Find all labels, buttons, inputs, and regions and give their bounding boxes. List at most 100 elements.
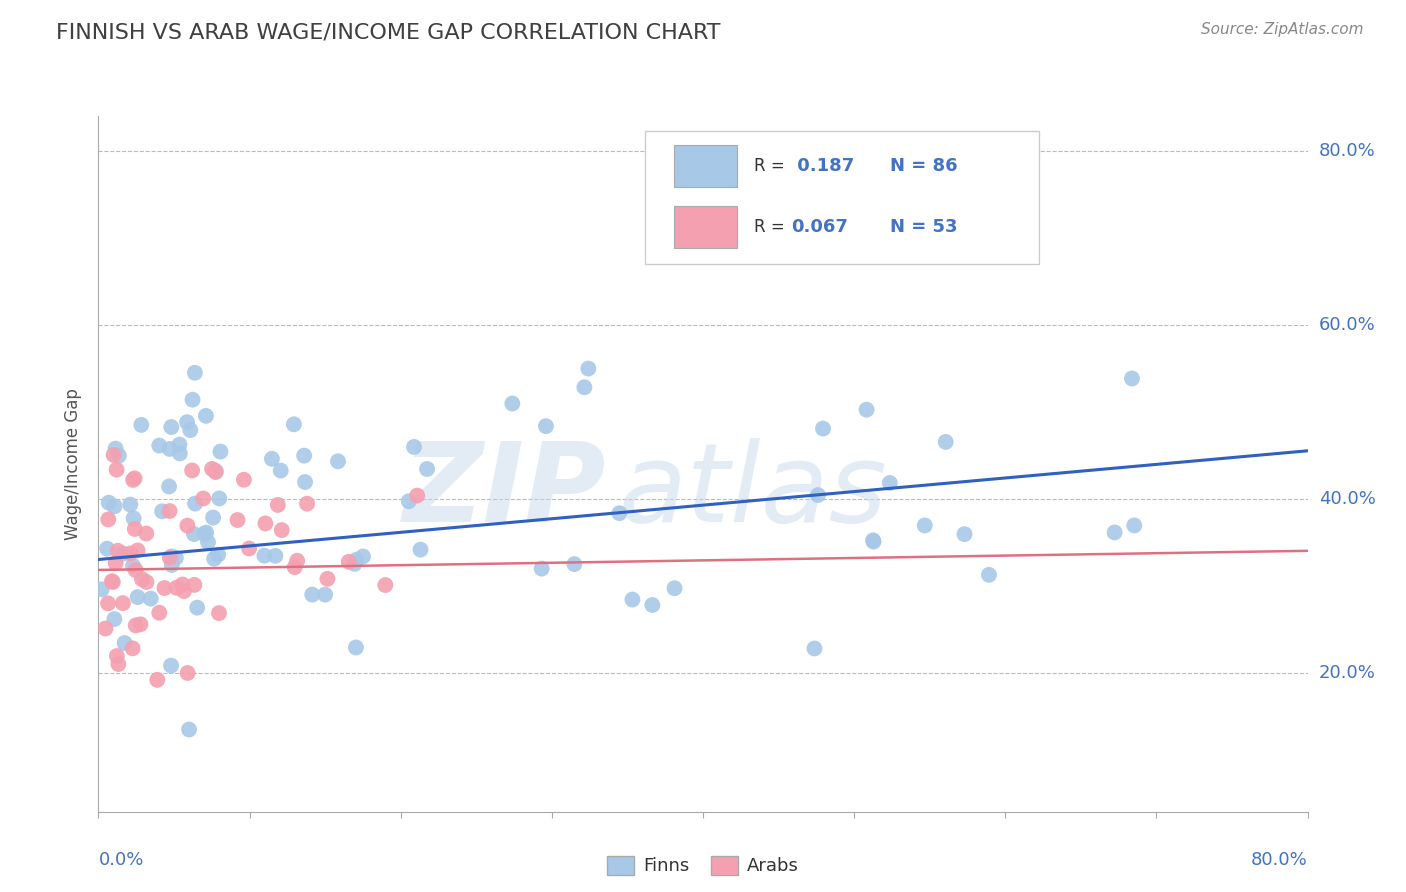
Point (664, 581, 686, 595)
Point (97, 512, 120, 526)
Point (186, 600, 208, 615)
Point (283, 417, 305, 432)
Point (207, 548, 229, 562)
Point (176, 415, 198, 429)
Point (96, 541, 118, 556)
Point (977, 567, 1000, 582)
Point (574, 380, 596, 394)
Point (107, 657, 129, 671)
Point (914, 518, 936, 533)
Text: R =: R = (754, 219, 790, 236)
Point (530, 561, 553, 575)
Point (176, 518, 198, 533)
Point (534, 419, 557, 434)
Point (264, 549, 287, 563)
Point (105, 648, 128, 663)
Point (337, 555, 360, 569)
Point (103, 448, 125, 462)
Point (855, 402, 877, 417)
Point (111, 546, 134, 560)
Point (183, 527, 205, 541)
Point (1123, 518, 1146, 533)
Point (111, 596, 134, 610)
Point (160, 549, 183, 564)
Point (193, 491, 215, 506)
Point (609, 506, 631, 520)
Point (120, 547, 142, 561)
FancyBboxPatch shape (645, 131, 1039, 264)
Point (153, 581, 176, 595)
Point (124, 522, 146, 536)
Point (173, 584, 195, 599)
Point (183, 578, 205, 592)
Point (409, 542, 432, 557)
Point (344, 640, 367, 655)
Point (232, 473, 254, 487)
Point (193, 526, 215, 541)
Point (195, 525, 218, 540)
Point (97, 596, 120, 610)
FancyBboxPatch shape (673, 145, 737, 187)
Text: N = 86: N = 86 (890, 157, 957, 175)
Point (253, 549, 276, 563)
Point (104, 556, 127, 570)
Point (641, 598, 664, 612)
Text: 0.187: 0.187 (792, 157, 855, 175)
Point (125, 618, 148, 632)
FancyBboxPatch shape (673, 206, 737, 248)
Point (208, 491, 231, 506)
Point (416, 462, 439, 476)
Point (184, 366, 207, 380)
Point (104, 500, 127, 514)
Point (811, 421, 834, 435)
Point (238, 541, 260, 556)
Point (159, 550, 181, 565)
Point (101, 574, 124, 589)
Point (204, 464, 226, 478)
Point (204, 465, 226, 479)
Point (139, 591, 162, 606)
Point (374, 578, 396, 592)
Point (114, 636, 136, 650)
Point (108, 449, 131, 463)
Point (621, 592, 644, 607)
Point (107, 543, 129, 558)
Point (862, 534, 884, 549)
Text: 80.0%: 80.0% (1319, 142, 1375, 160)
Point (879, 475, 901, 490)
Point (202, 510, 225, 524)
Point (1104, 525, 1126, 540)
Point (146, 673, 169, 687)
Point (120, 498, 142, 512)
Point (131, 417, 153, 432)
Text: 40.0%: 40.0% (1319, 490, 1375, 508)
Point (177, 723, 200, 737)
Text: Source: ZipAtlas.com: Source: ZipAtlas.com (1201, 22, 1364, 37)
Point (101, 574, 124, 589)
Text: atlas: atlas (619, 438, 887, 545)
Point (148, 438, 170, 452)
Point (202, 551, 225, 566)
Point (209, 444, 232, 458)
Point (326, 454, 349, 468)
Point (295, 497, 318, 511)
Text: ZIP: ZIP (402, 438, 606, 545)
Point (402, 440, 425, 454)
Point (124, 471, 146, 485)
Point (94, 622, 117, 636)
Legend: Finns, Arabs: Finns, Arabs (600, 849, 806, 883)
Point (122, 511, 145, 525)
Point (181, 463, 204, 477)
Point (150, 504, 173, 518)
Point (90, 582, 112, 597)
Point (159, 442, 181, 456)
Point (124, 563, 146, 577)
Text: 60.0%: 60.0% (1319, 316, 1375, 334)
Point (1121, 371, 1143, 385)
Point (406, 489, 429, 503)
Point (501, 396, 523, 410)
Y-axis label: Wage/Income Gap: Wage/Income Gap (65, 388, 83, 540)
Point (201, 462, 224, 476)
Point (301, 588, 323, 602)
Text: R =: R = (754, 157, 790, 175)
